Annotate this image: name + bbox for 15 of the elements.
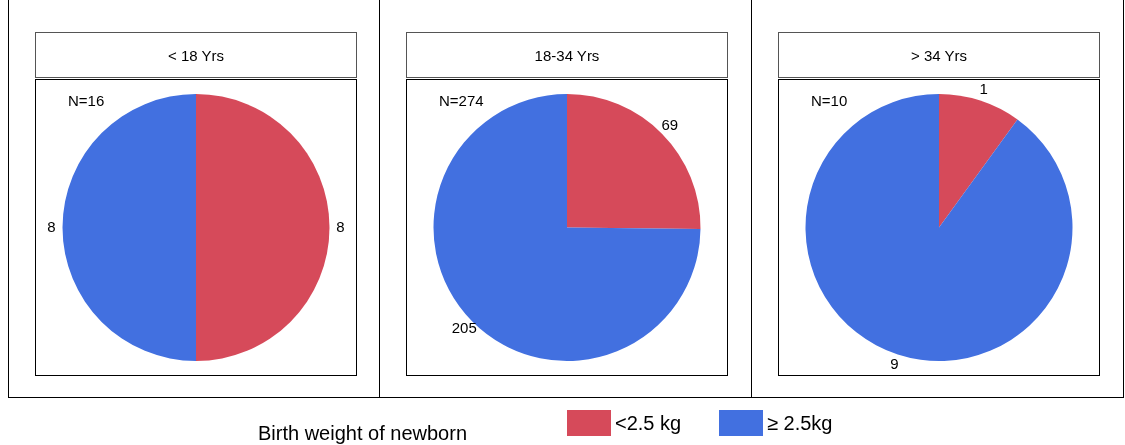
data-label: 205	[451, 319, 477, 337]
data-label: 1	[979, 80, 988, 98]
data-label: 8	[336, 217, 345, 235]
text: N=16	[68, 92, 105, 109]
legend-title: Birth weight of newborn	[258, 422, 468, 445]
data-label: 9	[890, 355, 899, 373]
data-label: 8	[47, 217, 56, 235]
chart-title: > 34 Yrs	[778, 32, 1100, 78]
text: N=274	[439, 92, 484, 109]
legend-label: <2.5 kg	[615, 411, 682, 435]
chart-title: < 18 Yrs	[35, 32, 357, 78]
data-label: 69	[661, 116, 679, 134]
text: N=10	[811, 92, 848, 109]
chart-title: 18-34 Yrs	[406, 32, 728, 78]
legend-label: ≥ 2.5kg	[767, 411, 833, 435]
